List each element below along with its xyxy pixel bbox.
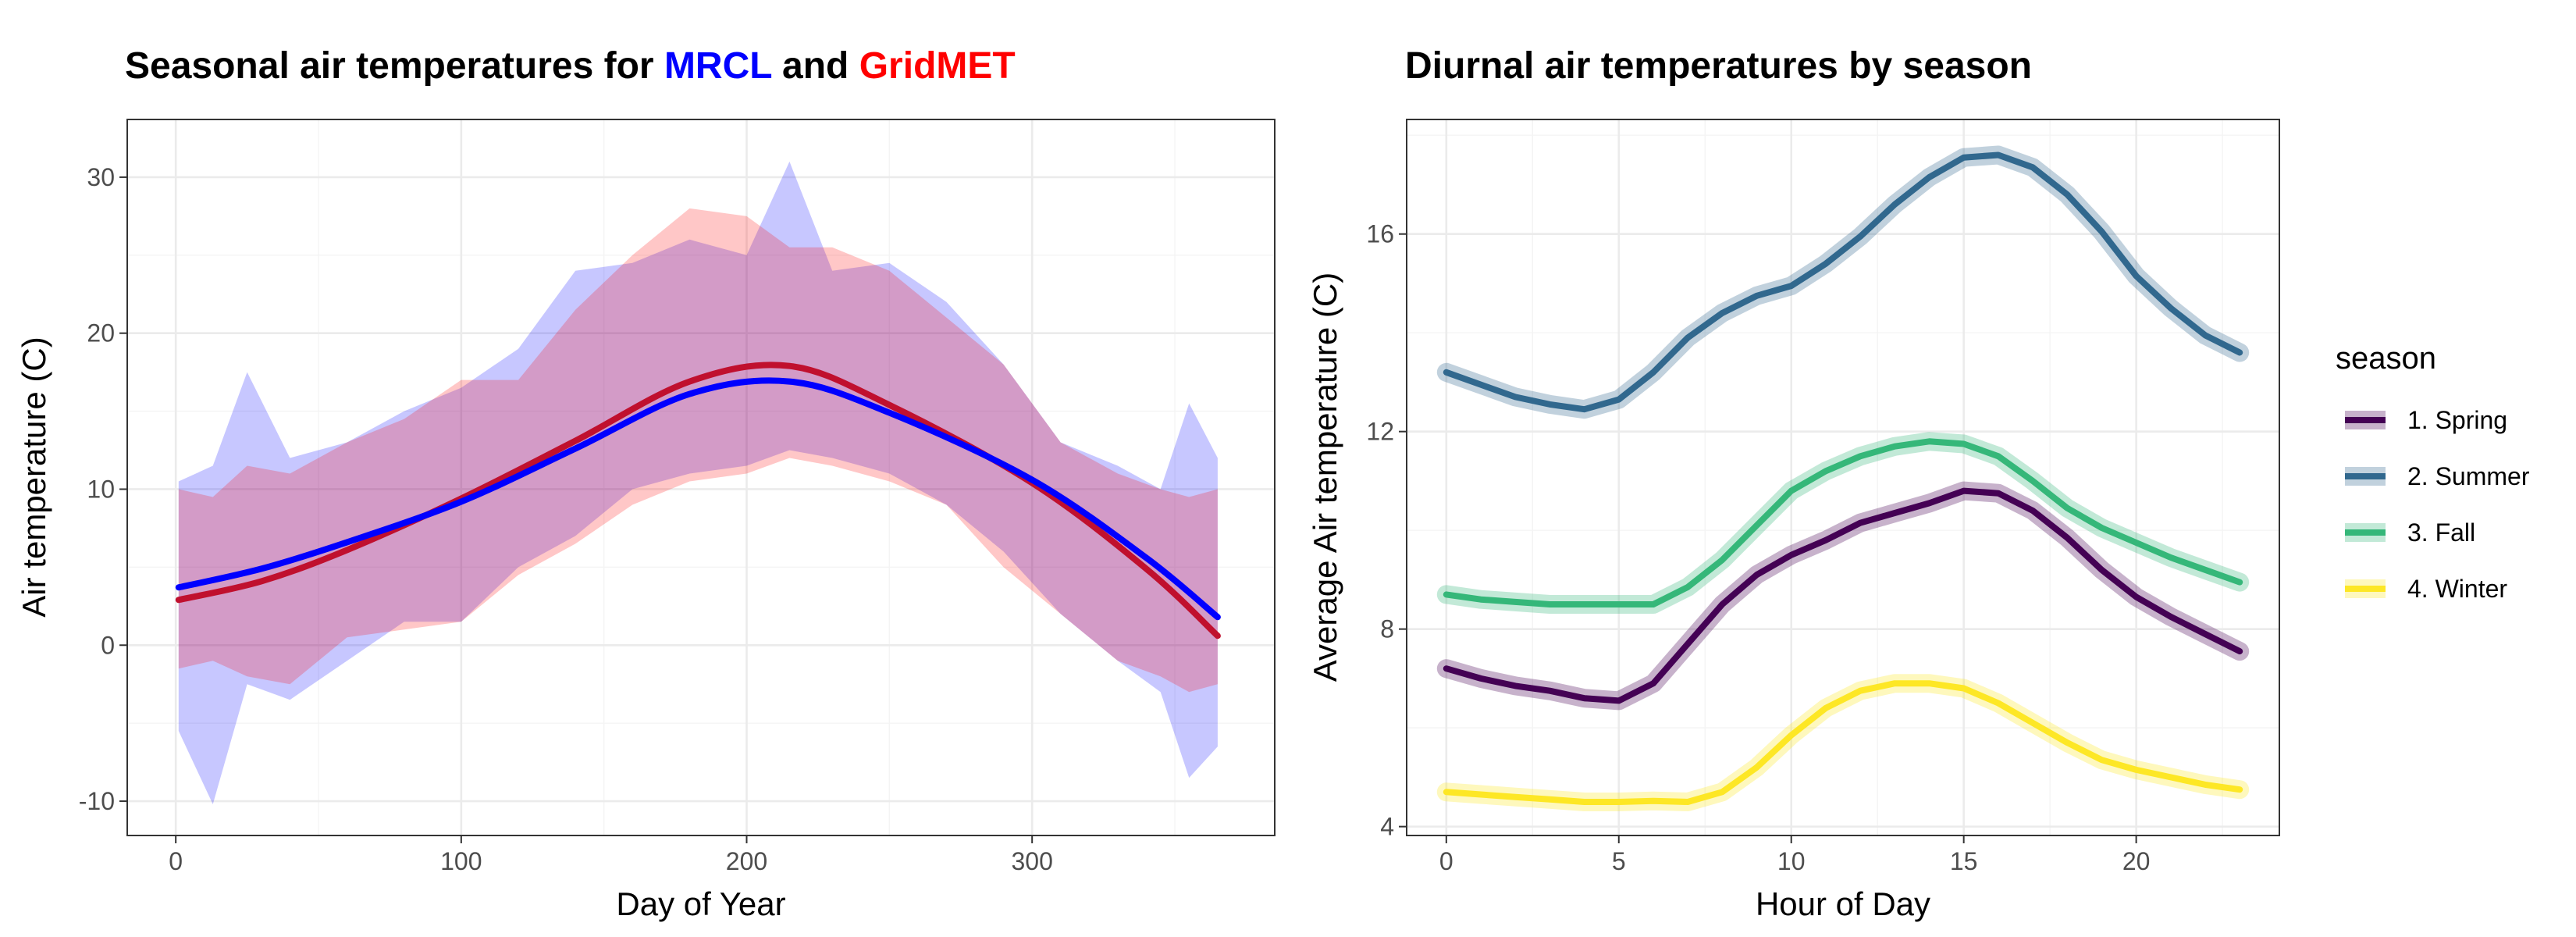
- legend-item-spring: 1. Spring: [2345, 406, 2507, 434]
- seasonal-y-tick-label: 20: [87, 319, 115, 347]
- seasonal-axes: 0 100 200 300 -10 0 10 20 30: [79, 163, 1053, 875]
- diurnal-plot-panel: [1407, 119, 2279, 835]
- diurnal-x-tick-label: 5: [1612, 847, 1626, 875]
- line-spring: [1443, 487, 2243, 704]
- legend-title: season: [2336, 341, 2436, 376]
- seasonal-grid: [127, 119, 1275, 835]
- seasonal-chart-title: Seasonal air temperatures for MRCL and G…: [125, 45, 1016, 87]
- legend-item-fall: 3. Fall: [2345, 518, 2475, 547]
- diurnal-x-axis-title: Hour of Day: [1756, 885, 1930, 922]
- diurnal-y-axis-title: Average Air temperature (C): [1307, 273, 1343, 682]
- line-winter: [1443, 680, 2243, 805]
- diurnal-y-tick-label: 12: [1366, 418, 1394, 446]
- seasonal-x-tick-label: 0: [169, 847, 183, 875]
- seasonal-y-tick-label: 10: [87, 475, 115, 503]
- seasonal-ribbons: [178, 161, 1218, 804]
- diurnal-x-tick-label: 20: [2122, 847, 2151, 875]
- ribbon-mrcl: [178, 161, 1218, 804]
- seasonal-y-tick-label: 0: [101, 631, 115, 659]
- diurnal-grid: [1407, 119, 2279, 835]
- line-summer: [1443, 151, 2243, 413]
- seasonal-x-tick-label: 200: [726, 847, 767, 875]
- smooth-line-gridmet: [175, 362, 1221, 640]
- diurnal-panel-border: [1406, 119, 2280, 836]
- season-legend: season 1. Spring 2. Summer 3. Fall 4. Winte…: [2336, 341, 2530, 603]
- ribbon-gridmet: [178, 208, 1218, 693]
- legend-label: 3. Fall: [2407, 518, 2475, 547]
- seasonal-x-tick-label: 100: [440, 847, 482, 875]
- seasonal-y-tick-label: -10: [79, 787, 115, 815]
- legend-item-winter: 4. Winter: [2345, 575, 2507, 603]
- diurnal-lines: [1436, 145, 2250, 811]
- title-part-mrcl: MRCL: [664, 45, 772, 87]
- legend-item-summer: 2. Summer: [2345, 462, 2530, 490]
- title-part-gridmet: GridMET: [859, 45, 1016, 87]
- diurnal-axes: 0 5 10 15 20 4 8 12 16: [1366, 220, 2150, 875]
- diurnal-x-tick-label: 10: [1777, 847, 1806, 875]
- line-fall: [1443, 438, 2243, 607]
- title-part-3: and: [772, 45, 859, 87]
- diurnal-y-tick-label: 4: [1380, 813, 1394, 841]
- seasonal-lines: [175, 362, 1221, 640]
- diurnal-chart: Diurnal air temperatures by season 0 5 10 1…: [1307, 45, 2530, 922]
- diurnal-y-tick-label: 8: [1380, 615, 1394, 643]
- legend-label: 2. Summer: [2407, 462, 2530, 490]
- title-part-1: Seasonal air temperatures for: [125, 45, 664, 87]
- seasonal-y-tick-label: 30: [87, 163, 115, 191]
- seasonal-chart: Seasonal air temperatures for MRCL and G…: [16, 45, 1276, 922]
- diurnal-chart-title: Diurnal air temperatures by season: [1405, 45, 2032, 87]
- diurnal-y-tick-label: 16: [1366, 220, 1394, 248]
- seasonal-x-axis-title: Day of Year: [616, 885, 785, 922]
- legend-label: 4. Winter: [2407, 575, 2507, 603]
- smooth-line-mrcl: [175, 377, 1221, 621]
- diurnal-x-tick-label: 0: [1439, 847, 1453, 875]
- seasonal-panel-border: [126, 119, 1276, 836]
- diurnal-x-tick-label: 15: [1950, 847, 1978, 875]
- seasonal-y-axis-title: Air temperature (C): [16, 337, 52, 617]
- seasonal-x-tick-label: 300: [1011, 847, 1052, 875]
- legend-label: 1. Spring: [2407, 406, 2507, 434]
